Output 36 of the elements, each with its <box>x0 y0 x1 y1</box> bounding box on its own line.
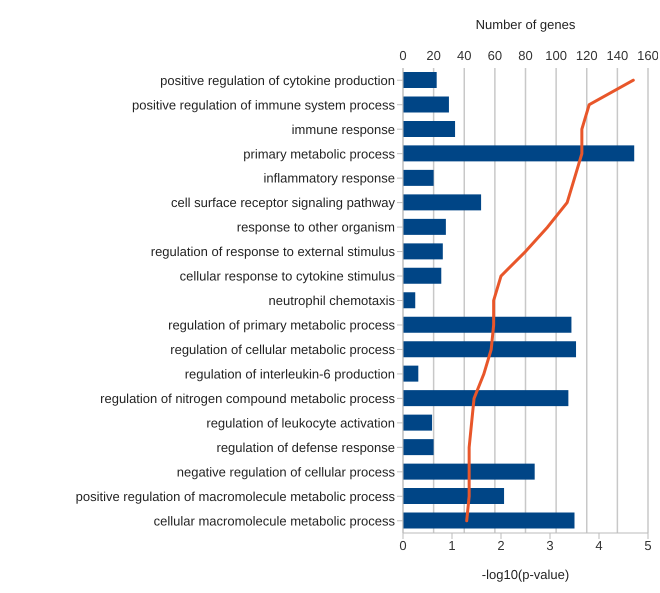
y-tick-label: cellular macromolecule metabolic process <box>154 513 396 528</box>
y-tick-label: cell surface receptor signaling pathway <box>170 195 396 210</box>
x-tick-label: 4 <box>595 538 603 554</box>
y-tick-label: regulation of cellular metabolic process <box>170 342 396 358</box>
y-tick-label: regulation of defense response <box>216 440 395 455</box>
y-tick-label: regulation of primary metabolic process <box>168 318 396 333</box>
x-axis-title: -log10(p-value) <box>482 567 570 582</box>
x2-tick-label: 60 <box>488 48 502 63</box>
x2-tick-label: 80 <box>518 48 533 63</box>
x-tick-label: 3 <box>546 538 554 554</box>
y-tick-label: immune response <box>292 122 395 137</box>
x-tick-label: 1 <box>448 538 456 554</box>
y-tick-label: positive regulation of immune system process <box>132 97 396 112</box>
x2-tick-label: 120 <box>576 48 598 63</box>
x-tick-label: 0 <box>399 538 407 554</box>
x2-tick-label: 40 <box>457 48 472 63</box>
y-tick-label: inflammatory response <box>264 170 395 186</box>
x-tick-label: 5 <box>644 538 652 554</box>
y-tick-label: positive regulation of cytokine production <box>160 72 395 88</box>
x2-tick-label: 100 <box>545 48 567 63</box>
y-tick-label: primary metabolic process <box>243 146 396 162</box>
y-tick-label: neutrophil chemotaxis <box>268 293 396 308</box>
x2-tick-label: 160 <box>637 48 659 63</box>
y-tick-label: regulation of leukocyte activation <box>206 415 395 430</box>
y-tick-label: response to other organism <box>236 220 395 235</box>
y-tick-label: negative regulation of cellular process <box>176 464 396 480</box>
x2-tick-label: 140 <box>606 48 628 63</box>
y-tick-label: regulation of response to external stimulus <box>150 244 396 260</box>
y-tick-label: cellular response to cytokine stimulus <box>180 268 396 284</box>
y-tick-label: regulation of nitrogen compound metabolic process <box>100 391 396 406</box>
x-tick-label: 2 <box>497 538 505 554</box>
y-tick-label: positive regulation of macromolecule metabolic process <box>76 488 396 504</box>
x2-tick-label: 0 <box>399 48 407 63</box>
y-tick-label: regulation of interleukin-6 production <box>184 366 395 382</box>
x2-tick-label: 20 <box>426 48 441 63</box>
x2-axis-title: Number of genes <box>476 17 576 32</box>
